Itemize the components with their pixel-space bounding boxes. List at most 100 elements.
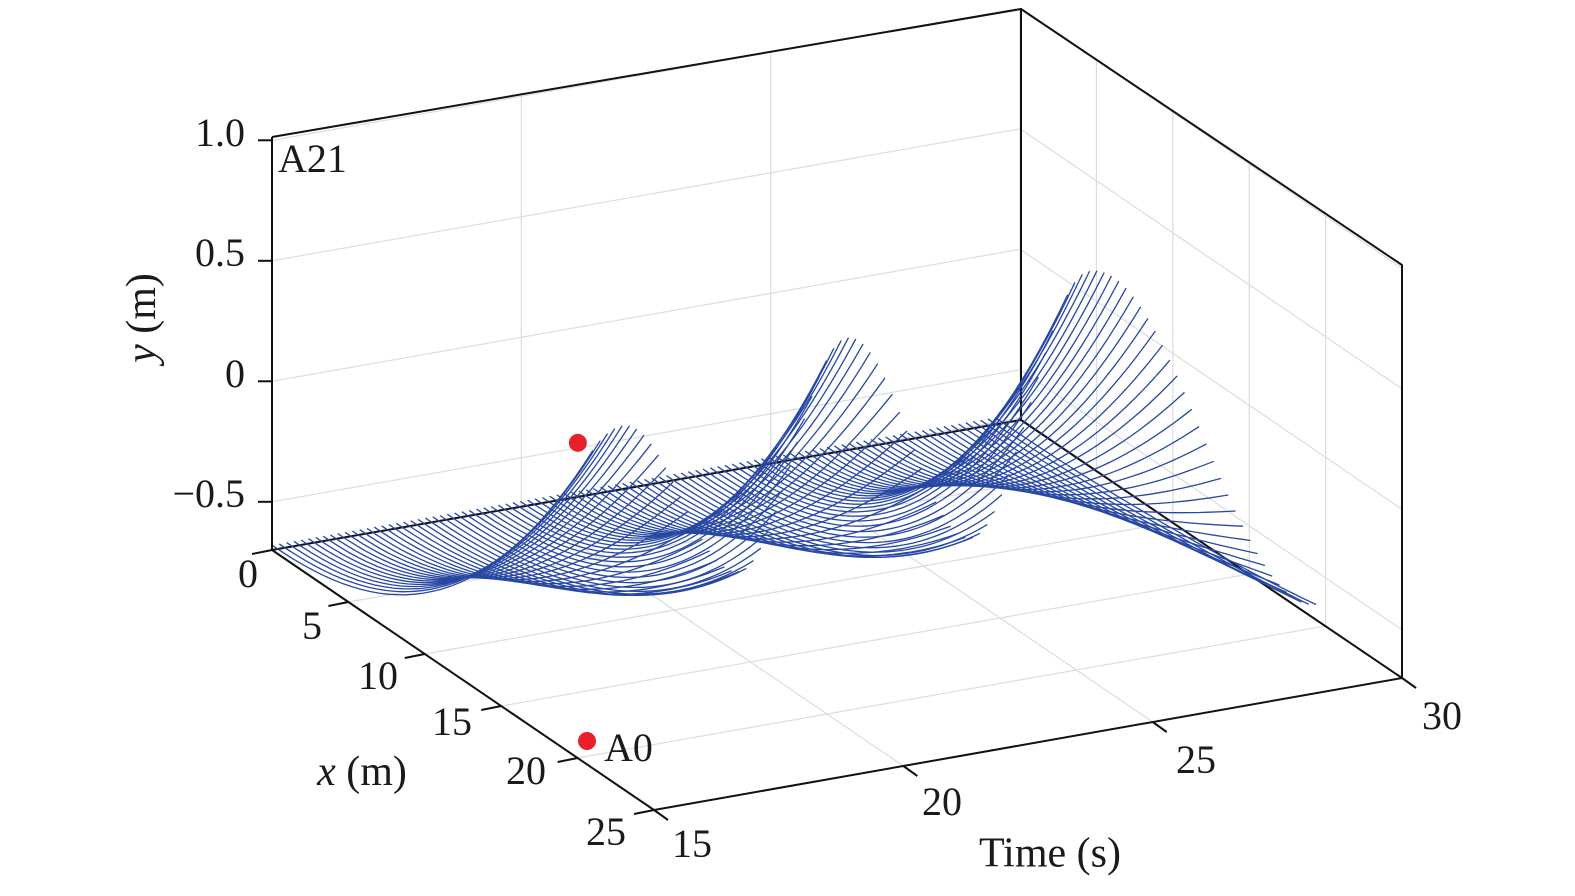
wave-curve: [490, 395, 813, 558]
wave-curve: [826, 317, 1149, 487]
grid-line-x: [424, 112, 1174, 655]
x-axis-title-unit: (m): [336, 749, 407, 795]
time-axis-line: [653, 677, 1403, 811]
grid-line-time: [1019, 8, 1403, 679]
wave-curve: [812, 296, 1134, 489]
time-tick-label: 20: [922, 779, 962, 824]
wave-curve: [724, 352, 1047, 517]
x-tick: [557, 757, 578, 763]
point-a0-label: A0: [604, 725, 653, 770]
back-wall-edge: [271, 7, 1022, 420]
wave-curve: [695, 451, 1017, 538]
x-tick: [633, 809, 655, 815]
wave-curve: [702, 427, 1025, 533]
y-axis-title: y (m): [119, 273, 165, 367]
wave-curve: [563, 377, 886, 535]
wave-curve: [556, 363, 879, 535]
wave-curve: [622, 482, 944, 547]
wave-curve: [498, 376, 820, 554]
x-tick: [328, 601, 349, 607]
point-a21-label: A21: [278, 136, 347, 181]
x-tick-label: 20: [506, 748, 546, 793]
time-tick: [1152, 721, 1168, 733]
wave-curve: [461, 489, 784, 579]
x-tick-label: 10: [358, 653, 398, 698]
wave-curve: [987, 418, 1309, 605]
y-tick-label: −0.5: [172, 471, 245, 516]
wave-curve: [439, 514, 762, 593]
wave-curve: [658, 476, 981, 558]
right-wall-edge: [1020, 8, 1403, 678]
grid-line-time: [520, 96, 904, 767]
x-axis-title: x (m): [316, 749, 407, 795]
grid-line-x: [577, 216, 1327, 759]
wave-curve: [950, 424, 1273, 577]
point-a21-marker: [568, 433, 587, 452]
x-tick: [481, 705, 502, 711]
wave-curve: [870, 408, 1193, 489]
y-tick-label: 1.0: [195, 110, 245, 155]
highlight-points: A21 A0: [278, 136, 653, 770]
time-tick-label: 15: [672, 821, 712, 866]
wave-curve: [673, 473, 995, 553]
time-axis-title: Time (s): [979, 831, 1121, 877]
x-tick: [404, 653, 425, 659]
grid-line-y: [271, 369, 1403, 631]
wave-curve: [666, 475, 988, 557]
wave-curve: [863, 391, 1185, 488]
wave-curve: [315, 428, 638, 582]
wave-curve: [790, 275, 1113, 492]
x-tick-label: 5: [302, 603, 322, 648]
time-tick-label: 30: [1422, 693, 1462, 738]
time-tick: [902, 765, 918, 777]
wave-curve: [454, 511, 776, 584]
x-tick-label: 0: [238, 551, 258, 596]
x-axis-title-var: x: [316, 749, 336, 795]
grid-lines: [271, 7, 1403, 811]
wave-curve: [768, 270, 1091, 497]
grid-line-y: [271, 7, 1403, 269]
y-tick-label: 0: [225, 351, 245, 396]
wave-curve: [585, 430, 908, 535]
wave-curve: [593, 449, 915, 536]
wave-curve: [512, 348, 835, 547]
grid-line-x: [501, 164, 1250, 707]
wave-curve: [432, 516, 754, 595]
time-tick: [1401, 677, 1417, 689]
y-axis-title-var: y: [119, 344, 165, 367]
point-a0-marker: [578, 732, 596, 750]
wave-curve: [286, 433, 609, 590]
axis-ticks: [251, 139, 1417, 821]
wave-curve: [534, 338, 857, 539]
wave-curve: [980, 419, 1302, 603]
wave-curves: [271, 270, 1317, 606]
wave-curve: [855, 375, 1178, 487]
wave-curve: [943, 426, 1266, 567]
wave-curve: [541, 343, 864, 538]
wave-curve: [936, 427, 1258, 555]
x-tick: [251, 549, 273, 555]
x-tick-labels: 0 5 10 15 20 25: [238, 551, 626, 854]
axes-box-front: [271, 137, 1403, 811]
time-tick: [653, 809, 669, 821]
time-tick-labels: 15 20 25 30: [672, 693, 1462, 866]
x-tick-label: 15: [432, 699, 472, 744]
wave-curve: [709, 401, 1032, 527]
wave-curve: [446, 513, 769, 589]
wave-curve: [958, 423, 1280, 586]
y-axis-title-unit: (m): [119, 273, 165, 344]
wave-curve: [344, 467, 667, 579]
wave-curve: [797, 280, 1120, 491]
time-tick-label: 25: [1176, 737, 1216, 782]
wave-curve: [804, 287, 1127, 489]
y-tick-labels: 1.0 0.5 0 −0.5: [172, 110, 245, 516]
wave-curve: [841, 344, 1164, 487]
wave-curve: [644, 478, 966, 557]
wave-curve: [476, 441, 798, 568]
wave-curve: [782, 272, 1105, 493]
wave-curve: [687, 471, 1010, 544]
x-tick-label: 25: [586, 809, 626, 854]
wave-curve: [972, 420, 1295, 599]
wave-curve: [680, 472, 1003, 549]
